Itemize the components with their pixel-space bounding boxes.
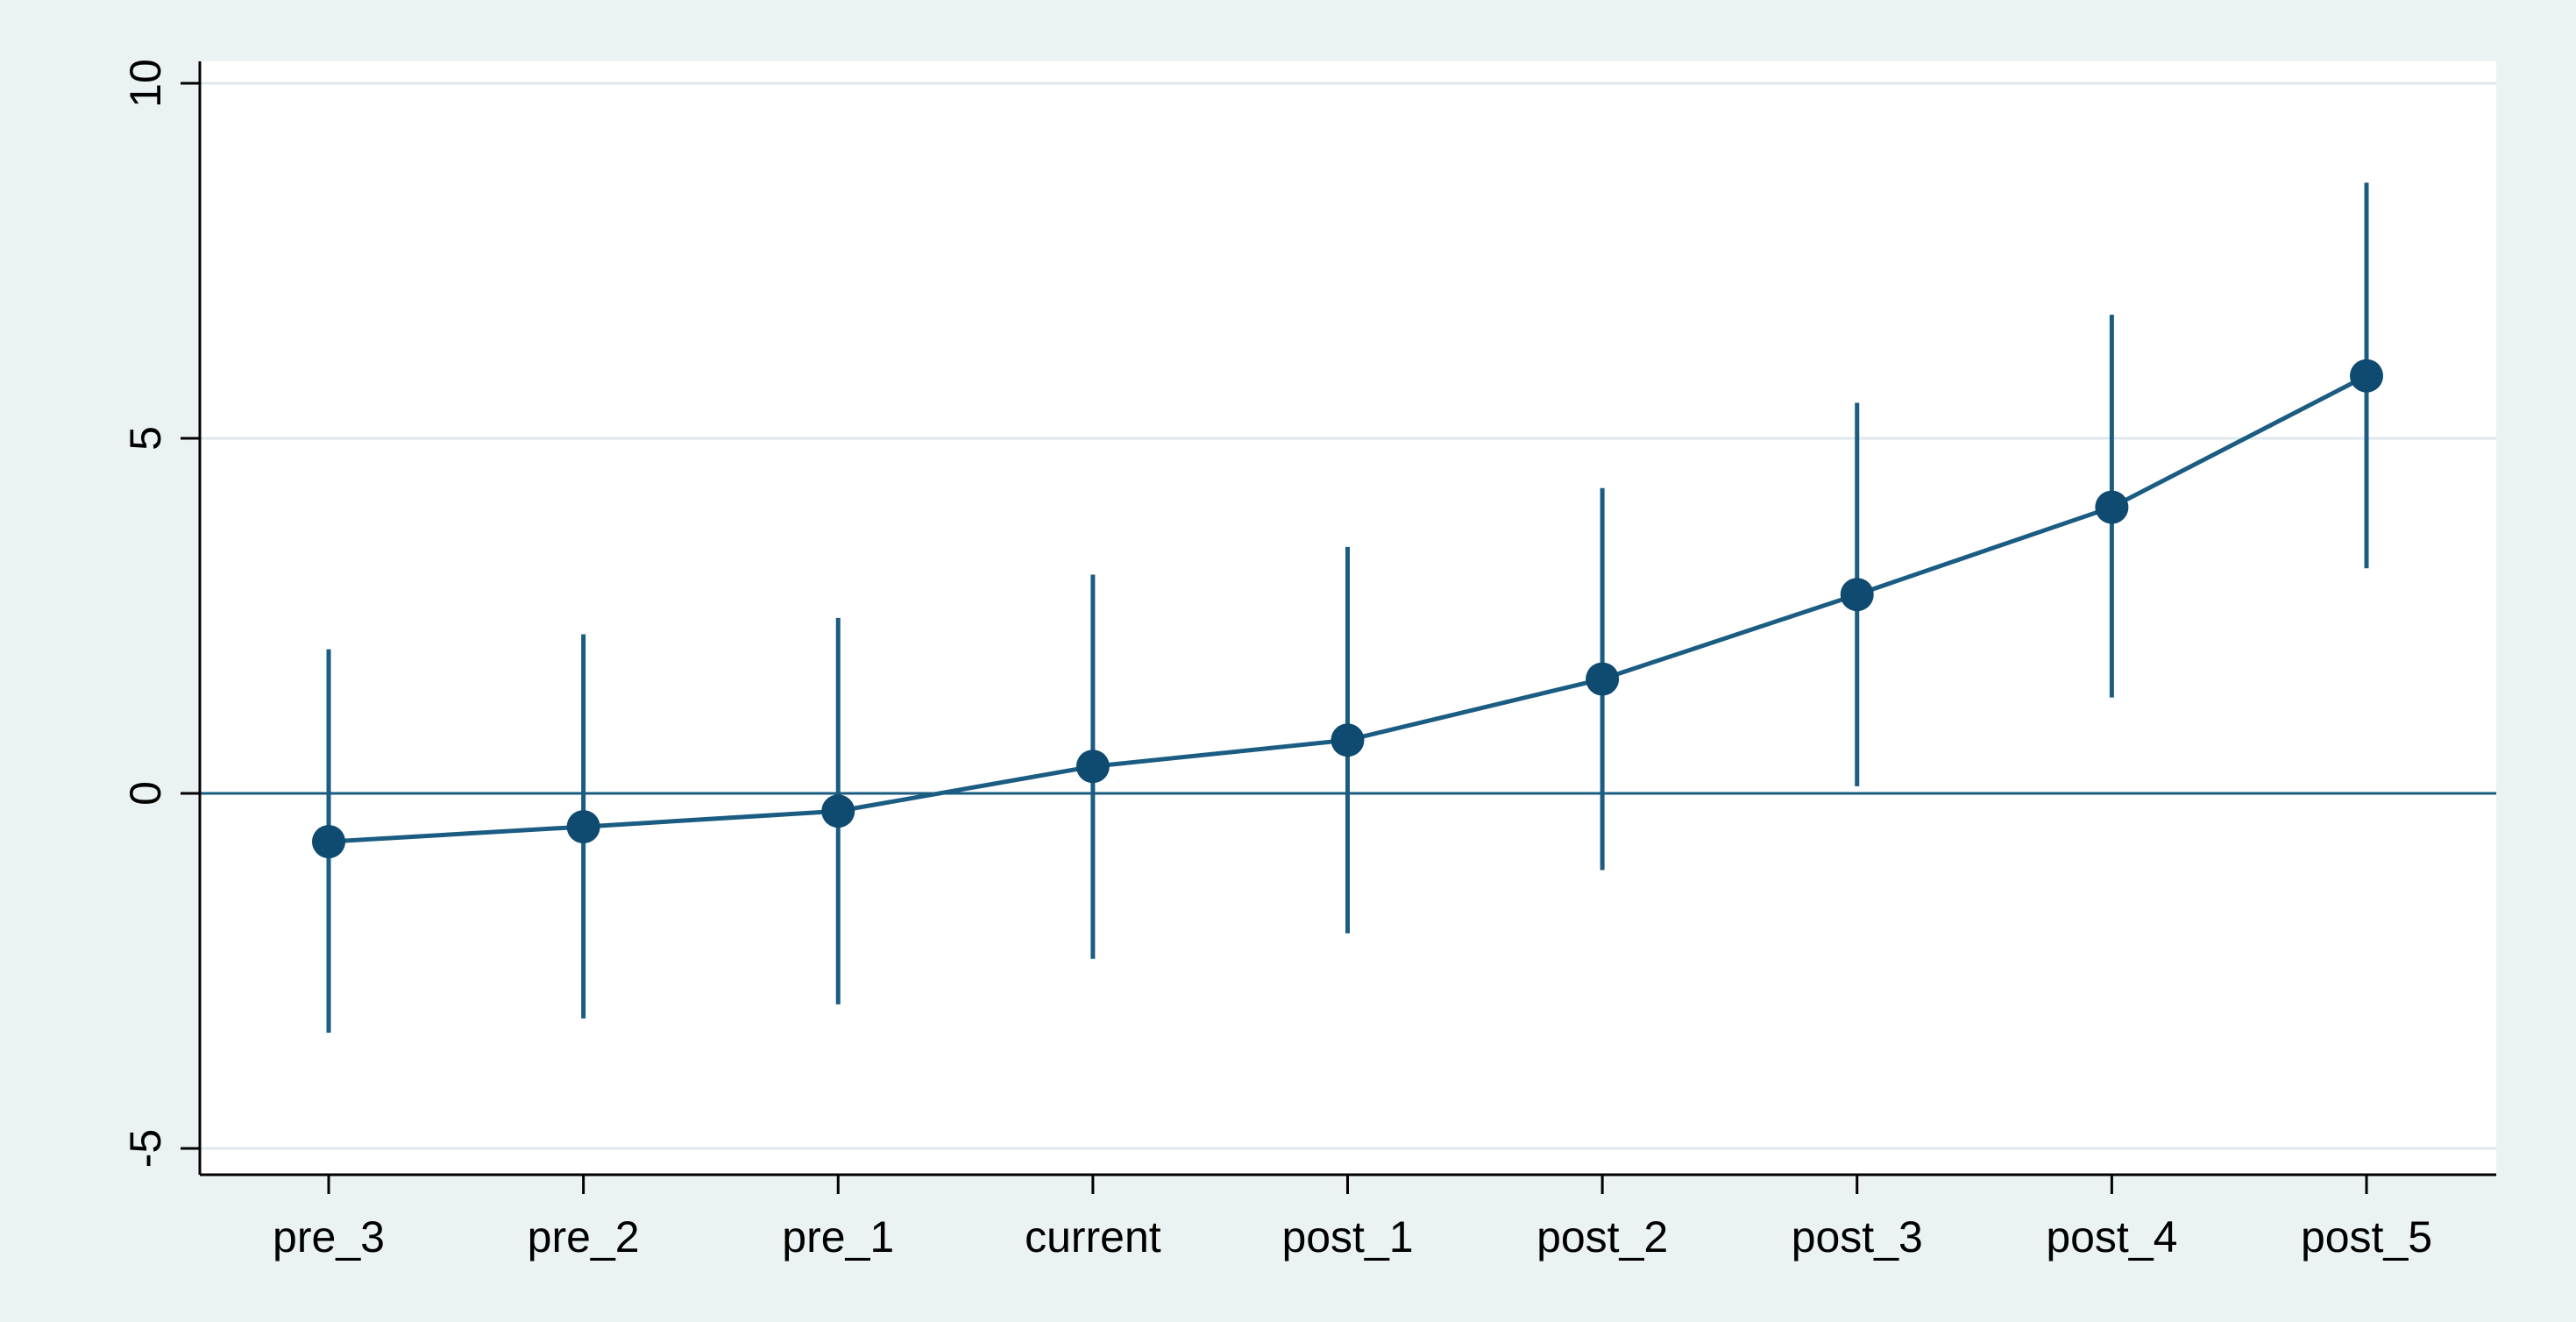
point-pre_2 — [566, 810, 600, 844]
point-post_5 — [2350, 359, 2383, 393]
point-pre_1 — [821, 794, 855, 828]
x-tick-label-post_1: post_1 — [1281, 1212, 1413, 1262]
x-tick-label-post_5: post_5 — [2301, 1212, 2432, 1262]
point-post_1 — [1331, 723, 1365, 757]
x-tick-label-post_3: post_3 — [1792, 1212, 1923, 1262]
x-axis: pre_3 pre_2 pre_1 current post_1 post_2 post_3… — [200, 1173, 2496, 1262]
y-tick-label--5: -5 — [121, 1129, 170, 1168]
x-tick-label-current: current — [1025, 1212, 1161, 1262]
y-tick-label-0: 0 — [121, 781, 170, 806]
x-tick-label-pre_2: pre_2 — [528, 1212, 640, 1262]
x-tick-label-pre_3: pre_3 — [273, 1212, 385, 1262]
point-post_2 — [1586, 662, 1620, 696]
y-tick-label-5: 5 — [121, 426, 170, 451]
point-current — [1075, 750, 1110, 784]
point-pre_3 — [312, 825, 345, 859]
x-tick-label-pre_1: pre_1 — [782, 1212, 894, 1262]
point-post_3 — [1840, 578, 1874, 612]
y-axis: -5 0 5 10 — [121, 59, 202, 1175]
x-tick-label-post_4: post_4 — [2046, 1212, 2177, 1262]
x-tick-label-post_2: post_2 — [1536, 1212, 1668, 1262]
point-post_4 — [2095, 490, 2129, 524]
estimate-points — [312, 359, 2383, 859]
y-tick-label-10: 10 — [121, 59, 170, 108]
